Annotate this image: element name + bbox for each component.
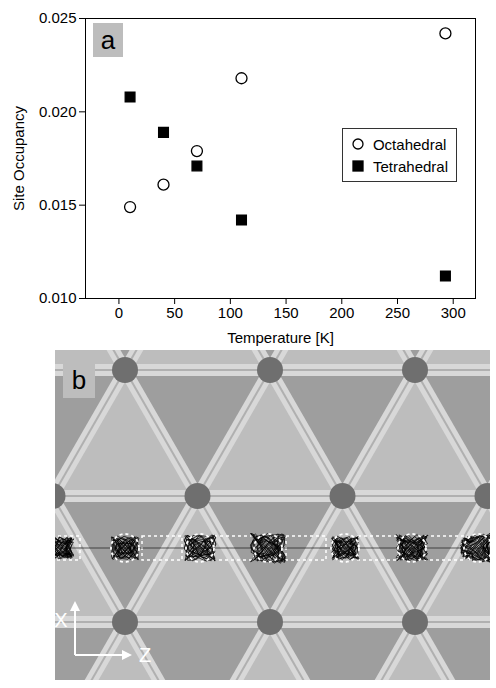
svg-text:Temperature [K]: Temperature [K]	[227, 329, 334, 346]
svg-text:100: 100	[218, 304, 243, 321]
svg-text:0.020: 0.020	[39, 103, 77, 120]
svg-text:0.025: 0.025	[39, 9, 77, 26]
svg-text:250: 250	[385, 304, 410, 321]
svg-text:200: 200	[329, 304, 354, 321]
svg-text:Z: Z	[139, 644, 151, 666]
svg-text:Site Occupancy: Site Occupancy	[10, 105, 27, 211]
html-text:a: a	[100, 25, 116, 55]
svg-text:0.015: 0.015	[39, 196, 77, 213]
svg-text:150: 150	[274, 304, 299, 321]
html-text:Tetrahedral: Tetrahedral	[373, 157, 448, 175]
svg-text:0.010: 0.010	[39, 289, 77, 306]
svg-text:b: b	[72, 365, 86, 395]
svg-text:0: 0	[115, 304, 123, 321]
html-text:Octahedral: Octahedral	[373, 135, 447, 153]
svg-text:X: X	[54, 609, 67, 631]
svg-text:300: 300	[441, 304, 466, 321]
svg-text:50: 50	[166, 304, 183, 321]
